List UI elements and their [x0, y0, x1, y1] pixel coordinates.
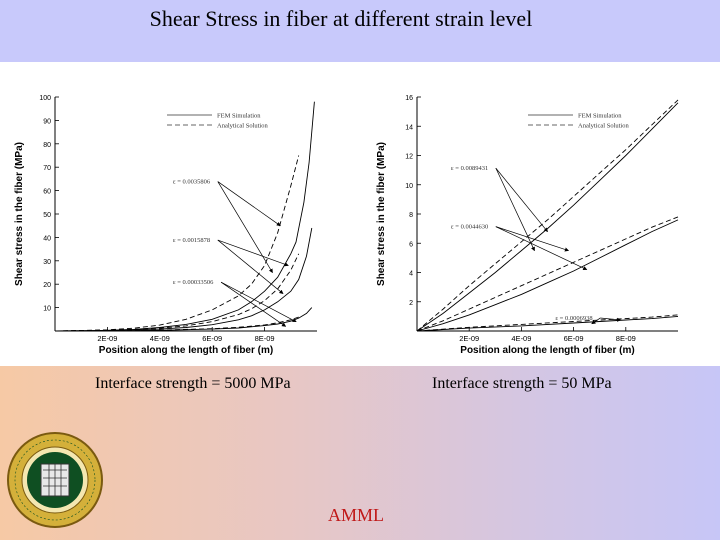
y-tick-label-1-2: 6 — [409, 241, 413, 248]
annotation-label-0-0: ε = 0.0035806 — [173, 179, 211, 186]
x-axis-label-0: Position along the length of fiber (m) — [99, 345, 273, 356]
y-tick-label-0-4: 50 — [43, 212, 51, 219]
y-tick-label-0-8: 90 — [43, 118, 51, 125]
figure-panel: 10 20 30 40 50 60 70 80 90 100 2E-09 4E-09 6E-09 8E-0… — [0, 62, 720, 366]
x-axis-label-1: Position along the length of fiber (m) — [460, 345, 634, 356]
series-line-0-5 — [54, 316, 299, 332]
caption-right: Interface strength = 50 MPa — [432, 375, 612, 392]
series-line-0-0 — [54, 101, 315, 332]
annotation-label-1-1: ε = 0.0044630 — [451, 224, 488, 231]
annotation-arrow-1-0-0 — [495, 167, 548, 233]
y-tick-label-1-4: 10 — [405, 183, 413, 190]
annotation-label-1-0: ε = 0.0089431 — [451, 165, 488, 172]
y-tick-label-0-1: 20 — [43, 282, 51, 289]
y-tick-label-1-1: 4 — [409, 271, 413, 278]
annotation-arrow-0-2-1 — [220, 281, 287, 327]
annotation-arrow-1-1-1 — [495, 226, 588, 270]
y-tick-label-1-3: 8 — [409, 212, 413, 219]
charts-svg: 10 20 30 40 50 60 70 80 90 100 2E-09 4E-09 6E-09 8E-0… — [14, 95, 679, 356]
series-line-0-2 — [54, 227, 313, 332]
legend-label-1-0: FEM Simulation — [578, 113, 622, 120]
y-tick-label-0-2: 30 — [43, 259, 51, 266]
y-axis-label-0: Shear stress in the fiber (MPa) — [14, 142, 25, 286]
x-tick-label-1-2: 6E-09 — [564, 334, 584, 343]
y-tick-label-0-0: 10 — [43, 306, 51, 313]
footer-lab-name: AMML — [328, 505, 385, 525]
annotation-arrow-0-1-0 — [217, 239, 289, 267]
x-tick-label-1-3: 8E-09 — [616, 334, 636, 343]
x-tick-label-1-0: 2E-09 — [459, 334, 479, 343]
y-tick-label-1-7: 16 — [405, 95, 413, 102]
x-tick-label-0-0: 2E-09 — [97, 334, 117, 343]
series-line-0-3 — [54, 253, 300, 332]
x-tick-label-1-1: 4E-09 — [511, 334, 531, 343]
y-tick-label-0-9: 100 — [39, 95, 51, 102]
legend-label-1-1: Analytical Solution — [578, 123, 629, 130]
annotation-arrow-0-1-1 — [217, 239, 284, 295]
annotation-arrow-0-0-1 — [217, 181, 273, 274]
annotation-arrow-1-1-0 — [495, 226, 570, 252]
annotation-label-0-2: ε = 0.00033506 — [173, 279, 214, 286]
y-tick-label-1-0: 2 — [409, 300, 413, 307]
y-tick-label-0-3: 40 — [43, 235, 51, 242]
series-line-1-3 — [416, 216, 679, 332]
title-band — [0, 0, 720, 62]
series-line-1-2 — [416, 219, 679, 332]
series-line-0-1 — [54, 155, 300, 332]
y-tick-label-1-5: 12 — [405, 154, 413, 161]
y-tick-label-0-7: 80 — [43, 142, 51, 149]
annotation-arrow-0-2-0 — [220, 281, 297, 322]
x-tick-label-0-3: 8E-09 — [255, 334, 275, 343]
y-axis-label-1: Shear stress in the fiber (MPa) — [376, 142, 387, 286]
annotation-arrow-1-2-0 — [591, 317, 601, 325]
y-tick-label-0-5: 60 — [43, 189, 51, 196]
series-line-1-1 — [416, 99, 679, 332]
legend-label-0-1: Analytical Solution — [217, 123, 268, 130]
series-line-1-5 — [416, 314, 679, 332]
annotation-arrow-1-0-1 — [495, 167, 535, 252]
series-line-1-0 — [416, 102, 679, 332]
annotation-arrow-0-0-0 — [217, 181, 281, 227]
caption-left: Interface strength = 5000 MPa — [95, 375, 291, 392]
x-tick-label-0-2: 6E-09 — [202, 334, 222, 343]
slide-title: Shear Stress in fiber at different strai… — [149, 6, 533, 31]
series-line-0-4 — [54, 307, 313, 332]
annotation-label-1-2: ε = 0.0006938 — [555, 315, 592, 322]
y-tick-label-0-6: 70 — [43, 165, 51, 172]
lab-logo — [5, 430, 105, 535]
y-tick-label-1-6: 14 — [405, 124, 413, 131]
annotation-arrow-1-2-1 — [600, 317, 622, 322]
x-tick-label-0-1: 4E-09 — [150, 334, 170, 343]
legend-label-0-0: FEM Simulation — [217, 113, 261, 120]
annotation-label-0-1: ε = 0.0015878 — [173, 237, 210, 244]
series-line-1-4 — [416, 315, 679, 332]
